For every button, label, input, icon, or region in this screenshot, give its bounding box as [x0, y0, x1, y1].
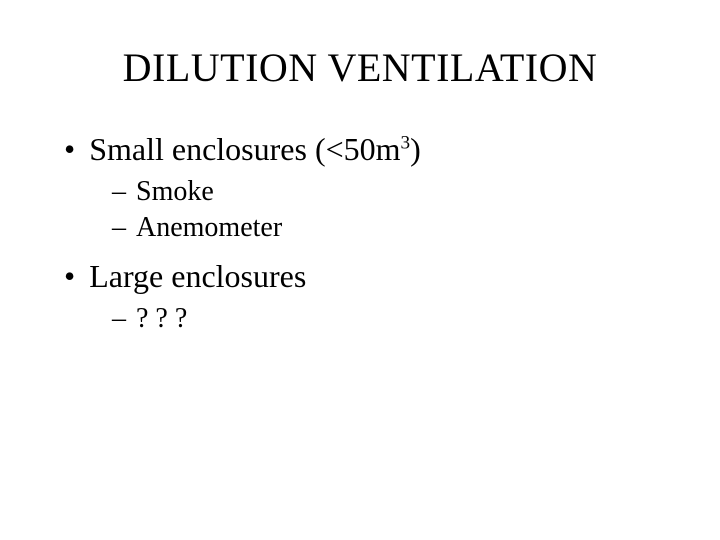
bullet-marker-icon: •: [64, 131, 75, 168]
bullet-marker-icon: •: [64, 258, 75, 295]
bullet-large-enclosures: • Large enclosures: [64, 258, 672, 295]
sub-bullet-smoke: – Smoke: [112, 176, 672, 208]
bullet-small-enclosures: • Small enclosures (<50m3): [64, 131, 672, 168]
dash-marker-icon: –: [112, 303, 126, 335]
sub-bullet-text: Smoke: [136, 176, 214, 208]
sub-bullet-text: ? ? ?: [136, 303, 187, 335]
slide-title: DILUTION VENTILATION: [48, 44, 672, 91]
sub-bullet-text: Anemometer: [136, 212, 282, 244]
dash-marker-icon: –: [112, 212, 126, 244]
bullet-text: Small enclosures (<50m3): [89, 131, 421, 168]
slide: DILUTION VENTILATION • Small enclosures …: [0, 0, 720, 540]
sub-bullet-anemometer: – Anemometer: [112, 212, 672, 244]
sub-bullet-unknown: – ? ? ?: [112, 303, 672, 335]
bullet-text: Large enclosures: [89, 258, 306, 295]
dash-marker-icon: –: [112, 176, 126, 208]
